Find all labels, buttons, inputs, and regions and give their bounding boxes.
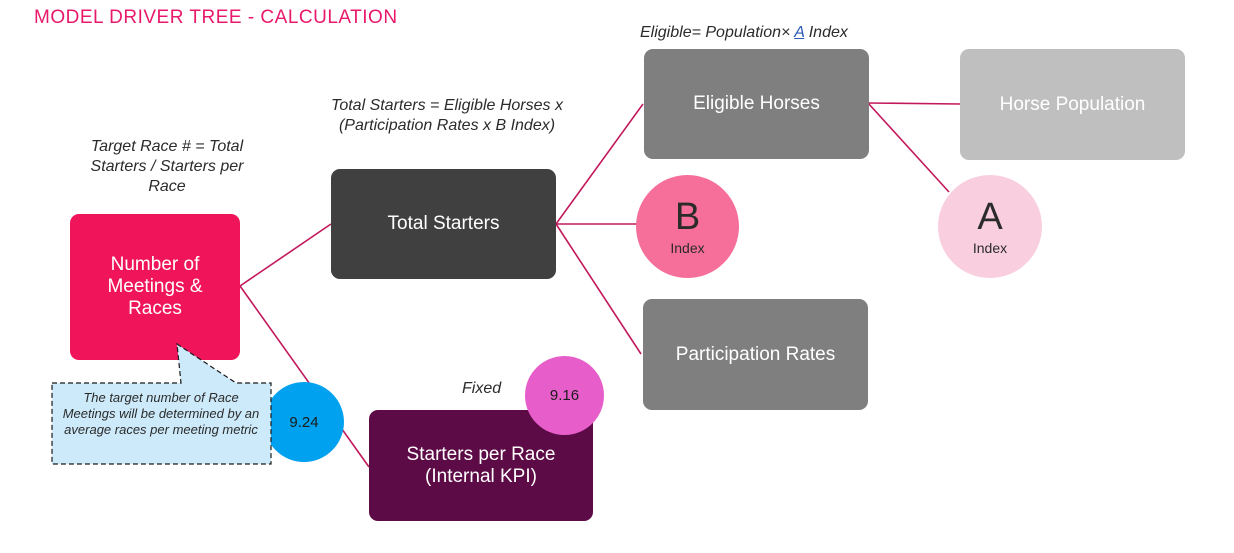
total-starters-formula: Total Starters = Eligible Horses x (Part… [331,97,563,134]
connector-meetings-total [239,223,332,287]
a-index-label: Index [972,239,1008,256]
races-per-meeting-value: 9.24 [289,413,319,431]
connector-eligible-population [867,102,961,105]
meetings-races-node[interactable]: Number of Meetings & Races [70,214,240,360]
target-race-formula: Target Race # = Total Starters / Starter… [90,138,244,195]
connector-total-participation [555,223,642,355]
starters-per-race-value: 9.16 [549,387,580,404]
fixed-label: Fixed [462,380,502,397]
eligible-formula-prefix: Eligible= Population× [640,24,791,41]
connector-meetings-starters [239,285,370,468]
starters-per-race-circle[interactable]: 9.16 [525,356,604,435]
races-per-meeting-circle[interactable]: 9.24 [264,382,344,462]
b-index-label: Index [670,239,705,256]
a-index-circle[interactable]: A Index [938,175,1042,278]
callout-text: The target number of Race Meetings will … [62,390,260,437]
page-title: MODEL DRIVER TREE - CALCULATION [34,7,398,28]
b-index-circle[interactable]: B Index [636,175,739,278]
connector-total-eligible [555,103,644,225]
total-starters-node[interactable]: Total Starters [331,169,556,279]
eligible-formula-suffix: Index [808,24,848,41]
a-index-letter: A [977,195,1003,238]
eligible-horses-node[interactable]: Eligible Horses [644,49,869,159]
eligible-formula: Eligible= Population× A Index [640,23,900,43]
horse-population-node[interactable]: Horse Population [960,49,1185,160]
participation-rates-node[interactable]: Participation Rates [643,299,868,410]
eligible-formula-link[interactable]: A [794,24,805,41]
b-index-letter: B [674,195,701,238]
connector-eligible-a [867,102,950,193]
